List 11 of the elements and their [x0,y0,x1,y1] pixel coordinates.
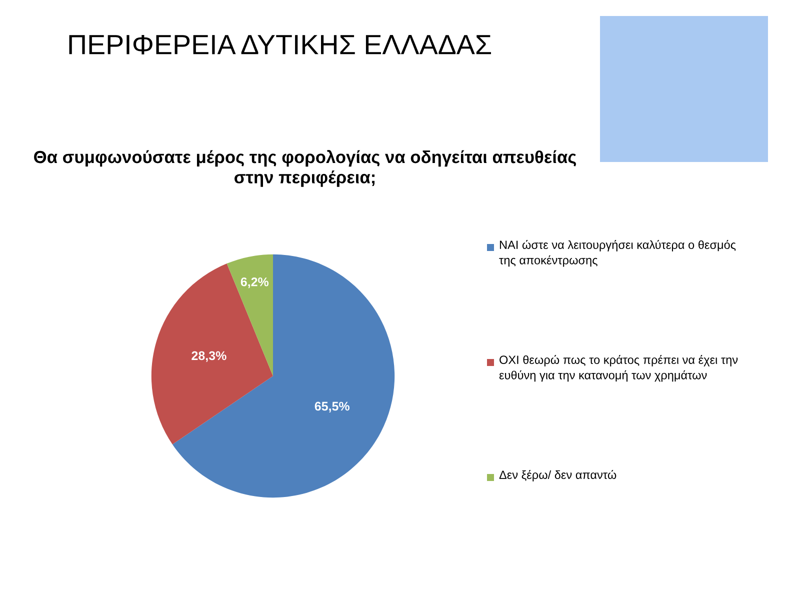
data-label: 6,2% [240,277,269,288]
pie-slice [151,264,273,444]
chart-subtitle: Θα συμφωνούσατε μέρος της φορολογίας να οδηγείται απευθείας στην περιφέρεια; [34,150,576,187]
chart-title: ΠΕΡΙΦΕΡΕΙΑ ΔΥΤΙΚΗΣ ΕΛΛΑΔΑΣ [69,34,491,54]
legend-label: Δεν ξέρω/ δεν απαντώ [499,470,616,482]
legend-label: ΝΑΙ ώστε να λειτουργήσει καλύτερα ο θεσμός της αποκέντρωσης [499,240,736,267]
legend-label: ΟΧΙ θεωρώ πως το κράτος πρέπει να έχει την ευθύνη για την κατανομή των χρημάτων [499,355,738,382]
data-label: 28,3% [192,351,226,362]
data-label: 65,5% [314,402,350,412]
pie-slice [172,254,395,498]
pie-slice [226,254,273,376]
